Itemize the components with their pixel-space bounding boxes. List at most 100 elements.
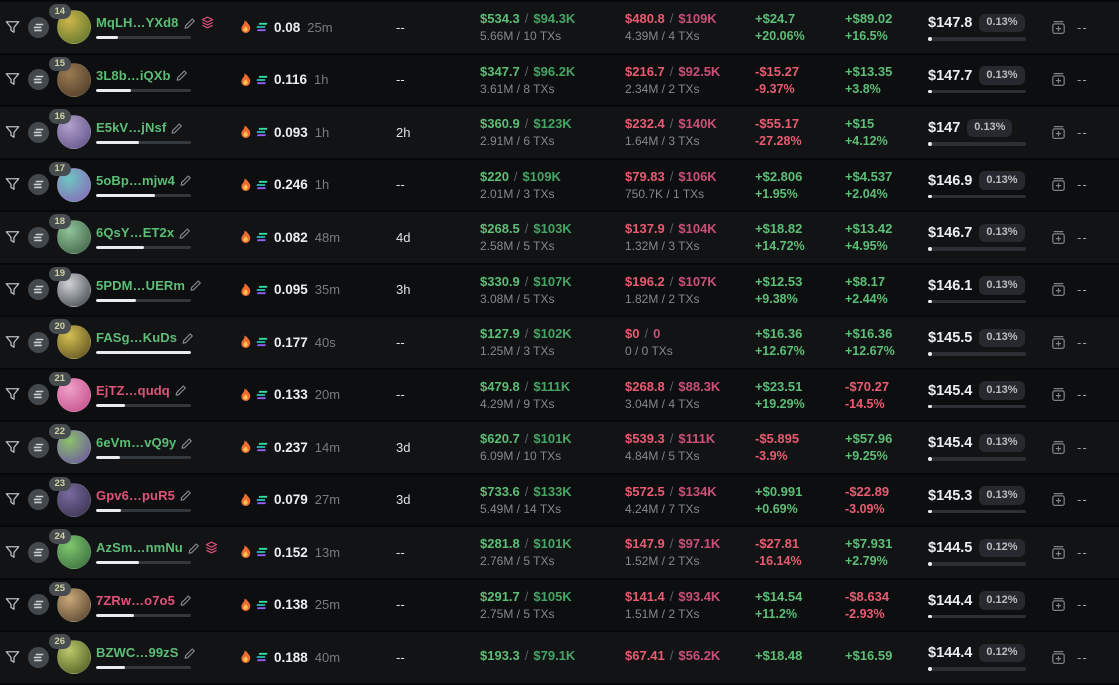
avatar[interactable]: 19 xyxy=(49,266,91,307)
wallet-address[interactable]: 6QsY…ET2x xyxy=(96,225,175,241)
more-placeholder[interactable]: -- xyxy=(1077,72,1088,88)
table-row[interactable]: 23 Gpv6…puR5 xyxy=(0,474,1119,527)
filter-funnel-icon[interactable] xyxy=(5,177,20,192)
wallet-address[interactable]: AzSm…nmNu xyxy=(96,540,183,556)
more-placeholder[interactable]: -- xyxy=(1077,177,1088,193)
filter-funnel-icon[interactable] xyxy=(5,492,20,507)
table-row[interactable]: 18 6QsY…ET2x xyxy=(0,212,1119,265)
edit-pencil-icon[interactable] xyxy=(184,17,196,29)
more-placeholder[interactable]: -- xyxy=(1077,19,1088,35)
add-wallet-window-icon[interactable] xyxy=(1050,491,1067,508)
filter-funnel-icon[interactable] xyxy=(5,440,20,455)
add-wallet-window-icon[interactable] xyxy=(1050,596,1067,613)
filter-funnel-icon[interactable] xyxy=(5,230,20,245)
more-placeholder[interactable]: -- xyxy=(1077,229,1088,245)
avatar[interactable]: 14 xyxy=(49,4,91,45)
avatar[interactable]: 20 xyxy=(49,319,91,360)
avatar[interactable]: 23 xyxy=(49,476,91,517)
wallet-address[interactable]: BZWC…99zS xyxy=(96,645,179,661)
table-row[interactable]: 15 3L8b…iQXb xyxy=(0,54,1119,107)
avatar[interactable]: 21 xyxy=(49,371,91,412)
edit-pencil-icon[interactable] xyxy=(175,384,187,396)
avatar[interactable]: 18 xyxy=(49,214,91,255)
wallet-address[interactable]: 3L8b…iQXb xyxy=(96,67,171,83)
more-placeholder[interactable]: -- xyxy=(1077,124,1088,140)
table-row[interactable]: 24 AzSm…nmNu xyxy=(0,527,1119,580)
table-row[interactable]: 26 BZWC…99zS xyxy=(0,632,1119,685)
holding-duration: 2h xyxy=(396,124,411,140)
sold-tokens-txs: 4.84M / 5 TXs xyxy=(625,449,700,464)
add-wallet-window-icon[interactable] xyxy=(1050,124,1067,141)
table-row[interactable]: 22 6eVm…vQ9y xyxy=(0,422,1119,475)
add-wallet-window-icon[interactable] xyxy=(1050,281,1067,298)
filter-funnel-icon[interactable] xyxy=(5,387,20,402)
more-placeholder[interactable]: -- xyxy=(1077,597,1088,613)
more-placeholder[interactable]: -- xyxy=(1077,439,1088,455)
edit-pencil-icon[interactable] xyxy=(184,647,196,659)
edit-pencil-icon[interactable] xyxy=(181,437,193,449)
more-placeholder[interactable]: -- xyxy=(1077,544,1088,560)
avatar[interactable]: 17 xyxy=(49,161,91,202)
filter-funnel-icon[interactable] xyxy=(5,125,20,140)
filter-funnel-icon[interactable] xyxy=(5,282,20,297)
avatar[interactable]: 25 xyxy=(49,581,91,622)
filter-funnel-icon[interactable] xyxy=(5,650,20,665)
more-placeholder[interactable]: -- xyxy=(1077,387,1088,403)
filter-funnel-icon[interactable] xyxy=(5,72,20,87)
add-wallet-window-icon[interactable] xyxy=(1050,544,1067,561)
table-row[interactable]: 21 EjTZ…qudq xyxy=(0,369,1119,422)
more-placeholder[interactable]: -- xyxy=(1077,492,1088,508)
wallet-address[interactable]: 5oBp…mjw4 xyxy=(96,172,175,188)
edit-pencil-icon[interactable] xyxy=(190,279,202,291)
realized-pnl-value: +$12.53 xyxy=(755,273,803,289)
solana-logo-icon xyxy=(256,180,268,190)
avatar[interactable]: 24 xyxy=(49,529,91,570)
sold-cell: $67.41 / $56.2K xyxy=(625,648,721,664)
add-wallet-window-icon[interactable] xyxy=(1050,176,1067,193)
table-row[interactable]: 20 FASg…KuDs xyxy=(0,317,1119,370)
avatar[interactable]: 22 xyxy=(49,424,91,465)
more-placeholder[interactable]: -- xyxy=(1077,334,1088,350)
add-wallet-window-icon[interactable] xyxy=(1050,386,1067,403)
add-wallet-window-icon[interactable] xyxy=(1050,649,1067,666)
price-range-bar xyxy=(928,509,1026,514)
holding-duration: -- xyxy=(396,544,405,560)
wallet-address[interactable]: E5kV…jNsf xyxy=(96,120,167,136)
wallet-address[interactable]: Gpv6…puR5 xyxy=(96,487,175,503)
more-placeholder[interactable]: -- xyxy=(1077,649,1088,665)
more-placeholder[interactable]: -- xyxy=(1077,282,1088,298)
filter-funnel-icon[interactable] xyxy=(5,597,20,612)
filter-funnel-icon[interactable] xyxy=(5,20,20,35)
wallet-address[interactable]: FASg…KuDs xyxy=(96,330,178,346)
edit-pencil-icon[interactable] xyxy=(171,122,183,134)
wallet-address[interactable]: EjTZ…qudq xyxy=(96,382,170,398)
wallet-address[interactable]: MqLH…YXd8 xyxy=(96,15,179,31)
add-wallet-window-icon[interactable] xyxy=(1050,334,1067,351)
table-row[interactable]: 25 7ZRw…o7o5 xyxy=(0,579,1119,632)
filter-funnel-icon[interactable] xyxy=(5,335,20,350)
avatar[interactable]: 26 xyxy=(49,634,91,675)
wallet-progress-bar xyxy=(96,613,191,617)
table-row[interactable]: 17 5oBp…mjw4 xyxy=(0,159,1119,212)
edit-pencil-icon[interactable] xyxy=(182,332,194,344)
add-wallet-window-icon[interactable] xyxy=(1050,19,1067,36)
table-row[interactable]: 16 E5kV…jNsf xyxy=(0,107,1119,160)
add-wallet-window-icon[interactable] xyxy=(1050,71,1067,88)
filter-funnel-icon[interactable] xyxy=(5,545,20,560)
wallet-address[interactable]: 7ZRw…o7o5 xyxy=(96,592,175,608)
table-row[interactable]: 19 5PDM…UERm xyxy=(0,264,1119,317)
edit-pencil-icon[interactable] xyxy=(180,594,192,606)
edit-pencil-icon[interactable] xyxy=(188,542,200,554)
table-row[interactable]: 14 MqLH…YXd8 xyxy=(0,2,1119,55)
edit-pencil-icon[interactable] xyxy=(179,227,191,239)
avatar[interactable]: 15 xyxy=(49,56,91,97)
add-wallet-window-icon[interactable] xyxy=(1050,229,1067,246)
solana-chain-icon xyxy=(28,489,49,511)
edit-pencil-icon[interactable] xyxy=(180,489,192,501)
avatar[interactable]: 16 xyxy=(49,109,91,150)
wallet-address[interactable]: 5PDM…UERm xyxy=(96,277,186,293)
edit-pencil-icon[interactable] xyxy=(176,69,188,81)
edit-pencil-icon[interactable] xyxy=(180,174,192,186)
add-wallet-window-icon[interactable] xyxy=(1050,439,1067,456)
wallet-address[interactable]: 6eVm…vQ9y xyxy=(96,435,177,451)
